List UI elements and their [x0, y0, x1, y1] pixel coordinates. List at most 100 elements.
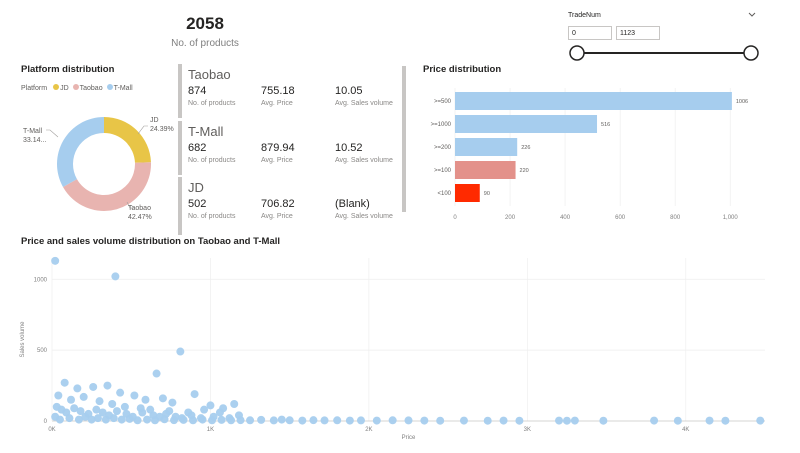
scatter-point[interactable]	[705, 416, 714, 425]
scatter-point[interactable]	[372, 416, 381, 425]
bar[interactable]	[455, 115, 598, 133]
scatter-point[interactable]	[570, 416, 579, 425]
scatter-point[interactable]	[555, 416, 564, 425]
scatter-point[interactable]	[190, 390, 199, 399]
scatter-point[interactable]	[152, 369, 161, 378]
scatter-point[interactable]	[81, 412, 90, 421]
scatter-point[interactable]	[125, 414, 134, 423]
legend-item-tmall[interactable]: T-Mall	[106, 84, 133, 92]
donut-slice-jd[interactable]	[104, 117, 151, 163]
scatter-point[interactable]	[345, 416, 354, 425]
scatter-point[interactable]	[168, 398, 177, 407]
scatter-point[interactable]	[404, 416, 413, 425]
scatter-point[interactable]	[55, 415, 64, 424]
scatter-point[interactable]	[285, 416, 294, 425]
scatter-point[interactable]	[562, 416, 571, 425]
scatter-point[interactable]	[65, 414, 74, 423]
scatter-point[interactable]	[138, 408, 147, 417]
bar[interactable]	[455, 138, 518, 156]
scatter-point[interactable]	[721, 416, 730, 425]
scatter-point[interactable]	[93, 414, 102, 423]
scatter-point[interactable]	[208, 416, 217, 425]
scatter-point[interactable]	[170, 416, 179, 425]
scatter-point[interactable]	[130, 391, 139, 400]
scatter-point[interactable]	[756, 416, 765, 425]
scatter-point[interactable]	[92, 405, 101, 414]
scatter-point[interactable]	[257, 415, 266, 424]
scatter-point[interactable]	[420, 416, 429, 425]
scatter-point[interactable]	[198, 415, 207, 424]
scatter-point[interactable]	[673, 416, 682, 425]
scatter-point[interactable]	[230, 399, 239, 408]
scatter-point[interactable]	[141, 395, 150, 404]
scatter-point[interactable]	[143, 415, 152, 424]
scatter-point[interactable]	[160, 415, 169, 424]
scatter-point[interactable]	[227, 416, 236, 425]
scatter-point[interactable]	[76, 407, 85, 416]
scatter-point[interactable]	[599, 416, 608, 425]
card-price-value: 706.82	[261, 198, 295, 210]
scatter-point[interactable]	[112, 407, 121, 416]
y-tick-label: 1000	[34, 277, 48, 283]
scatter-point[interactable]	[150, 416, 159, 425]
chevron-down-icon[interactable]	[748, 12, 756, 18]
scatter-point[interactable]	[650, 416, 659, 425]
slicer-min-input[interactable]: 0	[568, 26, 612, 40]
scatter-point[interactable]	[499, 416, 508, 425]
scatter-point[interactable]	[356, 416, 365, 425]
scatter-point[interactable]	[269, 416, 278, 425]
scatter-point[interactable]	[436, 416, 445, 425]
scatter-point[interactable]	[116, 388, 125, 397]
scatter-point[interactable]	[388, 416, 397, 425]
scatter-point[interactable]	[277, 415, 286, 424]
scatter-point[interactable]	[108, 399, 117, 408]
scatter-point[interactable]	[109, 414, 118, 423]
scatter-point[interactable]	[189, 416, 198, 425]
scatter-point[interactable]	[515, 416, 524, 425]
scatter-point[interactable]	[67, 395, 76, 404]
scatter-point[interactable]	[95, 397, 104, 406]
scatter-point[interactable]	[333, 416, 342, 425]
scatter-point[interactable]	[217, 415, 226, 424]
scatter-point[interactable]	[215, 408, 224, 417]
scatter-point[interactable]	[320, 416, 329, 425]
bar[interactable]	[455, 161, 516, 179]
donut-slice-taobao[interactable]	[63, 162, 151, 211]
scatter-point[interactable]	[54, 391, 63, 400]
scatter-point[interactable]	[74, 415, 83, 424]
bar[interactable]	[455, 184, 480, 202]
slicer-max-handle[interactable]	[743, 45, 759, 61]
scatter-point[interactable]	[98, 408, 107, 417]
scatter-point[interactable]	[246, 416, 255, 425]
scatter-point[interactable]	[158, 394, 167, 403]
scatter-point[interactable]	[79, 392, 88, 401]
donut-slice-tmall[interactable]	[56, 117, 104, 188]
scatter-point[interactable]	[176, 347, 185, 356]
scatter-point[interactable]	[70, 404, 79, 413]
scatter-point[interactable]	[87, 415, 96, 424]
scatter-point[interactable]	[179, 415, 188, 424]
scatter-point[interactable]	[206, 401, 215, 410]
scatter-point[interactable]	[51, 256, 60, 265]
scatter-point[interactable]	[236, 416, 245, 425]
legend-item-taobao[interactable]: Taobao	[72, 84, 103, 92]
scatter-point[interactable]	[309, 416, 318, 425]
scatter-point[interactable]	[103, 381, 112, 390]
scatter-point[interactable]	[101, 415, 110, 424]
scatter-point[interactable]	[459, 416, 468, 425]
scatter-point[interactable]	[200, 405, 209, 414]
legend-item-jd[interactable]: JD	[53, 84, 69, 92]
scatter-point[interactable]	[89, 382, 98, 391]
scatter-point[interactable]	[60, 378, 69, 387]
scatter-point[interactable]	[133, 416, 142, 425]
scatter-point[interactable]	[111, 272, 120, 281]
scatter-point[interactable]	[117, 415, 126, 424]
scatter-point[interactable]	[298, 416, 307, 425]
scatter-point[interactable]	[120, 402, 129, 411]
slicer-max-input[interactable]: 1123	[616, 26, 660, 40]
scatter-point[interactable]	[73, 384, 82, 393]
slicer-track[interactable]	[566, 44, 762, 62]
bar[interactable]	[455, 92, 732, 110]
scatter-point[interactable]	[483, 416, 492, 425]
slicer-min-handle[interactable]	[569, 45, 585, 61]
